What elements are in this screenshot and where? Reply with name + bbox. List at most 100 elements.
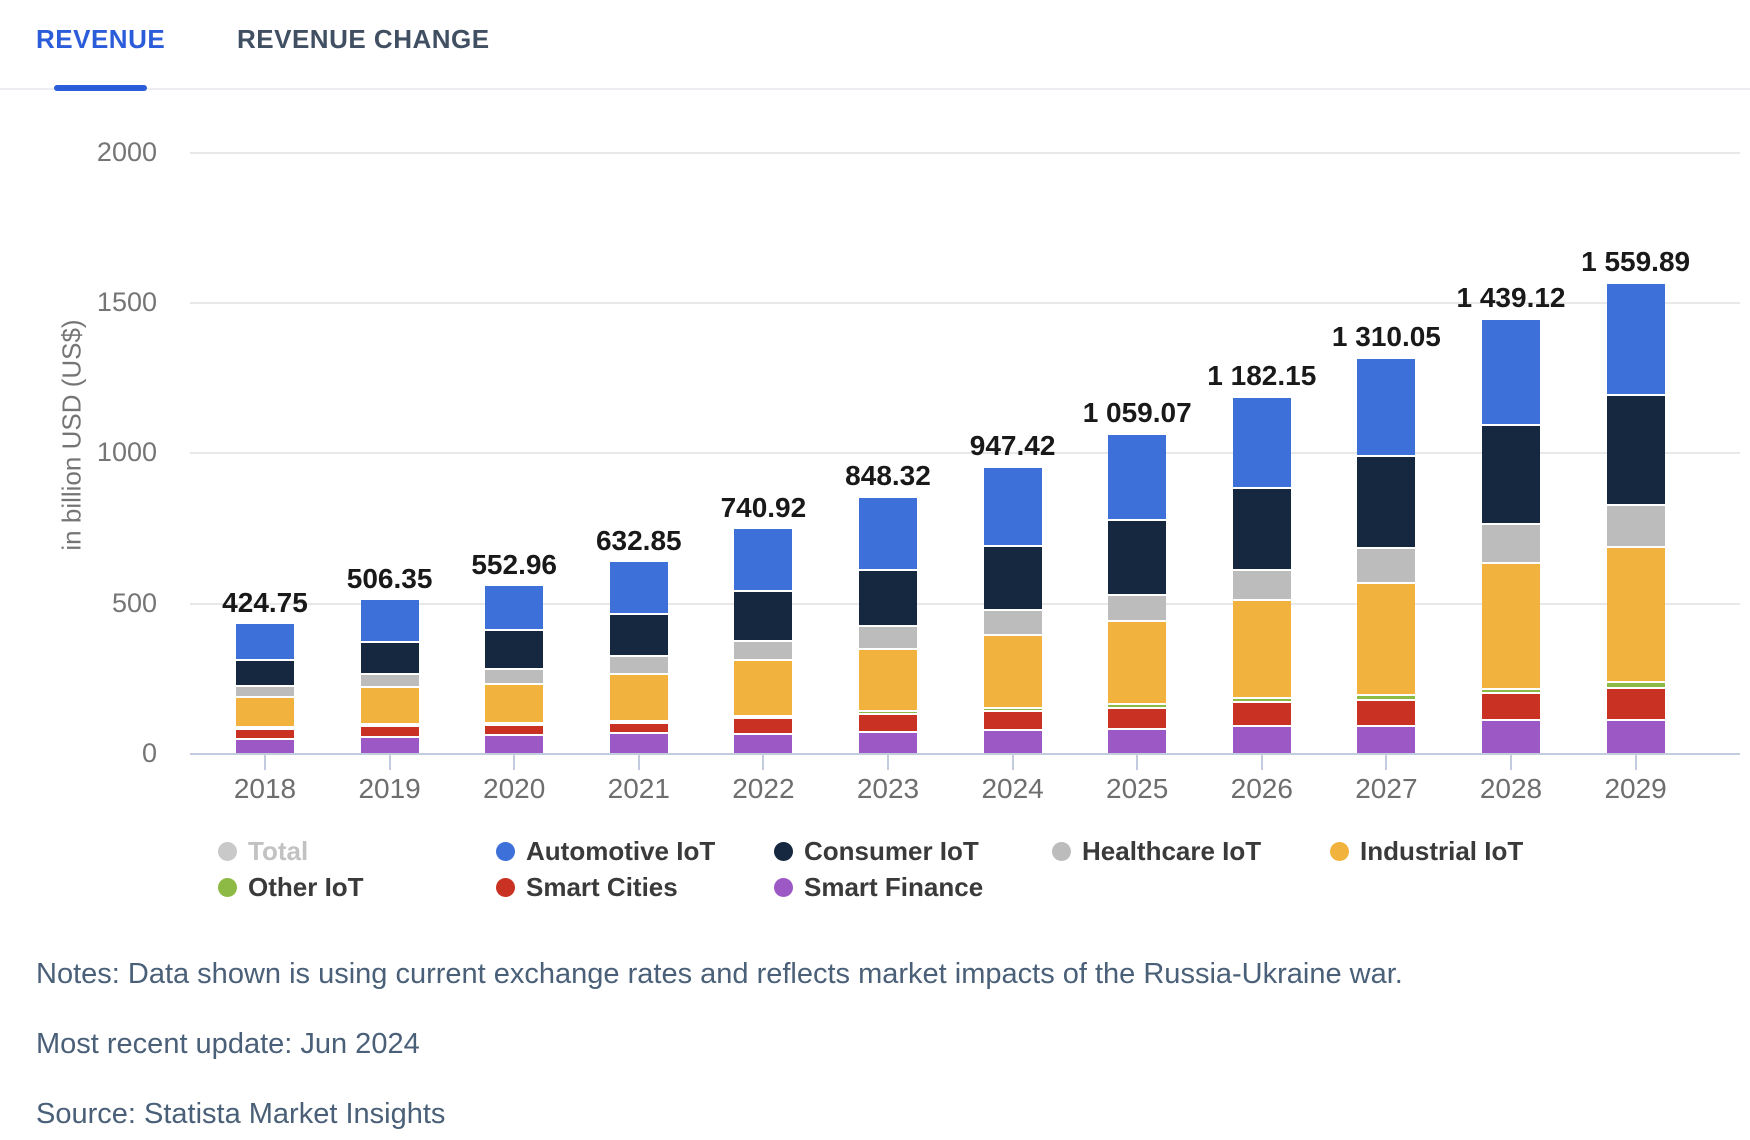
bar-segment-automotive-iot-2027[interactable] (1357, 359, 1416, 458)
bar-segment-consumer-iot-2019[interactable] (360, 642, 419, 676)
bar-segment-smart-cities-2026[interactable] (1232, 702, 1291, 728)
legend-item-smart-finance[interactable]: Smart Finance (774, 872, 1052, 902)
bar-segment-healthcare-iot-2019[interactable] (360, 675, 419, 688)
bar-segment-healthcare-iot-2021[interactable] (609, 657, 668, 675)
bar-segment-smart-cities-2027[interactable] (1357, 701, 1416, 727)
bar-segment-smart-cities-2021[interactable] (609, 723, 668, 735)
bar-2029[interactable] (1606, 283, 1665, 753)
bar-segment-other-iot-2018[interactable] (236, 728, 294, 731)
bar-2025[interactable] (1108, 434, 1167, 753)
bar-segment-industrial-iot-2025[interactable] (1108, 622, 1167, 705)
bar-segment-consumer-iot-2027[interactable] (1357, 457, 1416, 550)
bar-segment-smart-cities-2028[interactable] (1482, 693, 1540, 722)
bar-segment-automotive-iot-2023[interactable] (859, 497, 917, 571)
bar-segment-smart-cities-2019[interactable] (360, 726, 419, 738)
bar-segment-other-iot-2029[interactable] (1606, 682, 1665, 689)
bar-2018[interactable] (236, 624, 294, 753)
bar-segment-automotive-iot-2029[interactable] (1606, 283, 1665, 397)
bar-segment-other-iot-2023[interactable] (859, 711, 917, 715)
bar-segment-healthcare-iot-2024[interactable] (983, 611, 1042, 637)
bar-segment-other-iot-2019[interactable] (360, 724, 419, 727)
bar-segment-smart-finance-2026[interactable] (1232, 727, 1291, 753)
bar-2024[interactable] (983, 468, 1042, 753)
bar-segment-other-iot-2028[interactable] (1482, 689, 1540, 694)
bar-segment-other-iot-2027[interactable] (1357, 695, 1416, 702)
bar-segment-healthcare-iot-2020[interactable] (485, 670, 544, 686)
bar-2020[interactable] (485, 585, 544, 753)
tab-revenue[interactable]: REVENUE (36, 24, 166, 91)
bar-segment-industrial-iot-2022[interactable] (734, 661, 793, 717)
bar-segment-smart-cities-2024[interactable] (983, 711, 1042, 731)
bar-2023[interactable] (859, 497, 917, 753)
bar-segment-industrial-iot-2028[interactable] (1482, 563, 1540, 690)
bar-segment-smart-finance-2028[interactable] (1482, 721, 1540, 753)
legend-item-healthcare-iot[interactable]: Healthcare IoT (1052, 836, 1330, 866)
bar-segment-smart-cities-2023[interactable] (859, 714, 917, 734)
bar-segment-industrial-iot-2019[interactable] (360, 687, 419, 725)
bar-2027[interactable] (1357, 359, 1416, 753)
bar-segment-automotive-iot-2025[interactable] (1108, 434, 1167, 521)
bar-segment-smart-cities-2018[interactable] (236, 730, 294, 741)
bar-segment-industrial-iot-2023[interactable] (859, 649, 917, 712)
bar-segment-consumer-iot-2025[interactable] (1108, 520, 1167, 597)
bar-segment-industrial-iot-2020[interactable] (485, 685, 544, 724)
bar-segment-other-iot-2021[interactable] (609, 721, 668, 724)
bar-segment-smart-finance-2025[interactable] (1108, 729, 1167, 753)
bar-2022[interactable] (734, 529, 793, 753)
bar-segment-consumer-iot-2018[interactable] (236, 660, 294, 688)
bar-2028[interactable] (1482, 320, 1540, 753)
bar-segment-automotive-iot-2028[interactable] (1482, 320, 1540, 427)
legend-item-total[interactable]: Total (218, 836, 496, 866)
bar-segment-industrial-iot-2021[interactable] (609, 674, 668, 722)
bar-segment-smart-finance-2020[interactable] (485, 736, 544, 753)
bar-segment-healthcare-iot-2018[interactable] (236, 687, 294, 699)
bar-segment-smart-cities-2025[interactable] (1108, 708, 1167, 730)
bar-segment-smart-finance-2018[interactable] (236, 740, 294, 753)
bar-segment-healthcare-iot-2023[interactable] (859, 627, 917, 650)
bar-2021[interactable] (609, 561, 668, 753)
bar-segment-other-iot-2020[interactable] (485, 723, 544, 726)
legend-item-industrial-iot[interactable]: Industrial IoT (1330, 836, 1608, 866)
bar-segment-healthcare-iot-2022[interactable] (734, 641, 793, 662)
bar-segment-healthcare-iot-2026[interactable] (1232, 570, 1291, 601)
bar-segment-automotive-iot-2024[interactable] (983, 468, 1042, 548)
bar-segment-automotive-iot-2026[interactable] (1232, 397, 1291, 490)
bar-segment-smart-finance-2024[interactable] (983, 730, 1042, 753)
bar-segment-smart-cities-2020[interactable] (485, 725, 544, 737)
legend-item-smart-cities[interactable]: Smart Cities (496, 872, 774, 902)
bar-segment-healthcare-iot-2027[interactable] (1357, 549, 1416, 584)
bar-segment-industrial-iot-2026[interactable] (1232, 600, 1291, 700)
legend-item-consumer-iot[interactable]: Consumer IoT (774, 836, 1052, 866)
bar-segment-other-iot-2022[interactable] (734, 716, 793, 719)
legend-item-automotive-iot[interactable]: Automotive IoT (496, 836, 774, 866)
bar-segment-consumer-iot-2023[interactable] (859, 570, 917, 628)
bar-2026[interactable] (1232, 397, 1291, 753)
bar-segment-automotive-iot-2020[interactable] (485, 585, 544, 632)
bar-segment-smart-finance-2029[interactable] (1606, 721, 1665, 753)
bar-segment-consumer-iot-2021[interactable] (609, 615, 668, 658)
bar-segment-automotive-iot-2022[interactable] (734, 529, 793, 592)
bar-2019[interactable] (360, 599, 419, 753)
bar-segment-other-iot-2024[interactable] (983, 708, 1042, 712)
bar-segment-other-iot-2026[interactable] (1232, 699, 1291, 703)
bar-segment-automotive-iot-2019[interactable] (360, 599, 419, 643)
bar-segment-consumer-iot-2028[interactable] (1482, 426, 1540, 526)
bar-segment-smart-cities-2022[interactable] (734, 718, 793, 735)
bar-segment-consumer-iot-2029[interactable] (1606, 396, 1665, 507)
bar-segment-smart-finance-2021[interactable] (609, 734, 668, 753)
legend-item-other-iot[interactable]: Other IoT (218, 872, 496, 902)
bar-segment-automotive-iot-2021[interactable] (609, 561, 668, 616)
bar-segment-industrial-iot-2018[interactable] (236, 698, 294, 729)
bar-segment-consumer-iot-2022[interactable] (734, 591, 793, 642)
bar-segment-other-iot-2025[interactable] (1108, 704, 1167, 709)
tab-revenue-change[interactable]: REVENUE CHANGE (237, 24, 490, 54)
bar-segment-industrial-iot-2024[interactable] (983, 636, 1042, 709)
bar-segment-smart-finance-2019[interactable] (360, 737, 419, 753)
bar-segment-smart-finance-2022[interactable] (734, 734, 793, 753)
bar-segment-healthcare-iot-2029[interactable] (1606, 506, 1665, 548)
bar-segment-smart-cities-2029[interactable] (1606, 688, 1665, 722)
bar-segment-healthcare-iot-2025[interactable] (1108, 596, 1167, 623)
bar-segment-healthcare-iot-2028[interactable] (1482, 525, 1540, 564)
bar-segment-industrial-iot-2027[interactable] (1357, 583, 1416, 696)
bar-segment-automotive-iot-2018[interactable] (236, 624, 294, 661)
